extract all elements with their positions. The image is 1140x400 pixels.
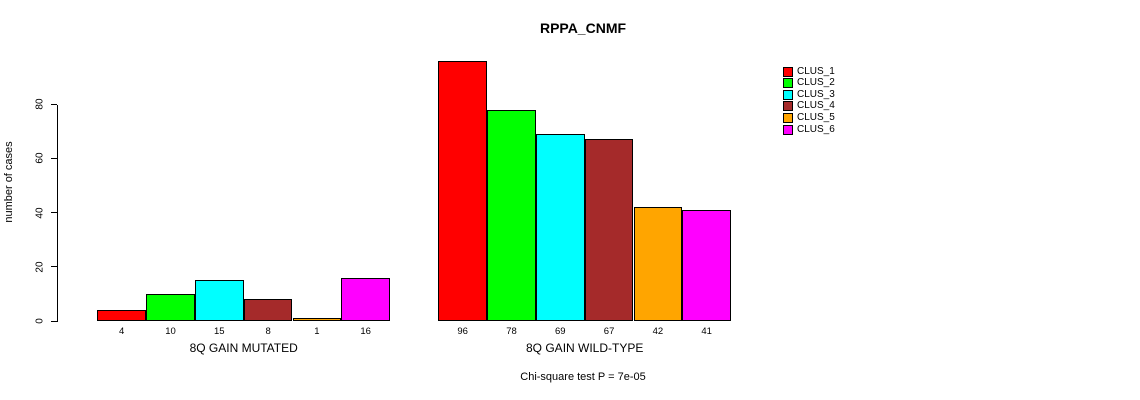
y-tick-label: 0 [34, 318, 46, 324]
bar-clus-1-group2 [438, 60, 488, 321]
legend-row: CLUS_2 [783, 78, 835, 89]
legend-row: CLUS_5 [783, 113, 835, 124]
legend-swatch-clus-2 [783, 78, 793, 89]
y-axis-label: number of cases [3, 141, 15, 223]
bar-value-label: 4 [119, 326, 125, 337]
legend-row: CLUS_1 [783, 66, 835, 77]
bar-value-label: 67 [603, 326, 615, 337]
bar-value-label: 69 [555, 326, 566, 337]
chi-square-annotation: Chi-square test P = 7e-05 [520, 371, 646, 383]
bar-clus-4-group1 [243, 299, 293, 321]
legend-label: CLUS_3 [797, 88, 835, 100]
y-axis-line [57, 105, 58, 322]
bar-value-label: 10 [165, 326, 176, 337]
chart-title: RPPA_CNMF [539, 20, 627, 36]
bar-clus-2-group2 [487, 109, 536, 321]
y-tick-label: 20 [34, 261, 46, 273]
legend-swatch-clus-5 [783, 113, 793, 124]
x-axis-group-label: 8Q GAIN MUTATED [189, 341, 298, 355]
y-tick [51, 212, 57, 214]
bar-value-label: 96 [457, 326, 468, 337]
legend-label: CLUS_6 [797, 123, 835, 135]
legend-row: CLUS_3 [783, 89, 835, 100]
y-tick [51, 320, 57, 322]
y-tick [51, 103, 57, 105]
x-axis-group-label: 8Q GAIN WILD-TYPE [526, 341, 644, 355]
legend-label: CLUS_5 [797, 112, 835, 124]
bar-clus-5-group2 [633, 207, 683, 321]
bar-clus-2-group1 [146, 293, 195, 321]
bar-value-label: 78 [506, 326, 517, 337]
y-tick-label: 80 [34, 98, 46, 110]
bar-clus-3-group1 [194, 280, 244, 321]
bar-value-label: 8 [265, 326, 271, 337]
y-tick-label: 60 [34, 152, 46, 164]
legend-swatch-clus-6 [783, 124, 793, 135]
y-tick [51, 157, 57, 159]
bar-clus-1-group1 [97, 310, 147, 321]
y-tick-label: 40 [34, 207, 46, 219]
bar-clus-6-group1 [341, 277, 391, 321]
bar-value-label: 1 [314, 326, 320, 337]
bar-clus-6-group2 [682, 209, 732, 321]
bar-clus-3-group2 [535, 134, 585, 321]
bar-clus-4-group2 [584, 139, 634, 321]
legend-label: CLUS_2 [797, 77, 835, 89]
bar-clus-5-group1 [292, 318, 342, 321]
bar-value-label: 42 [652, 326, 664, 337]
bar-value-label: 41 [701, 326, 712, 337]
bar-value-label: 16 [360, 326, 371, 337]
legend-row: CLUS_4 [783, 101, 835, 112]
legend-row: CLUS_6 [783, 124, 835, 135]
legend-label: CLUS_4 [797, 100, 835, 112]
legend-swatch-clus-1 [783, 66, 793, 77]
legend-swatch-clus-4 [783, 101, 793, 112]
y-tick [51, 266, 57, 268]
legend-label: CLUS_1 [797, 65, 835, 77]
bar-value-label: 15 [214, 326, 225, 337]
legend-swatch-clus-3 [783, 89, 793, 100]
